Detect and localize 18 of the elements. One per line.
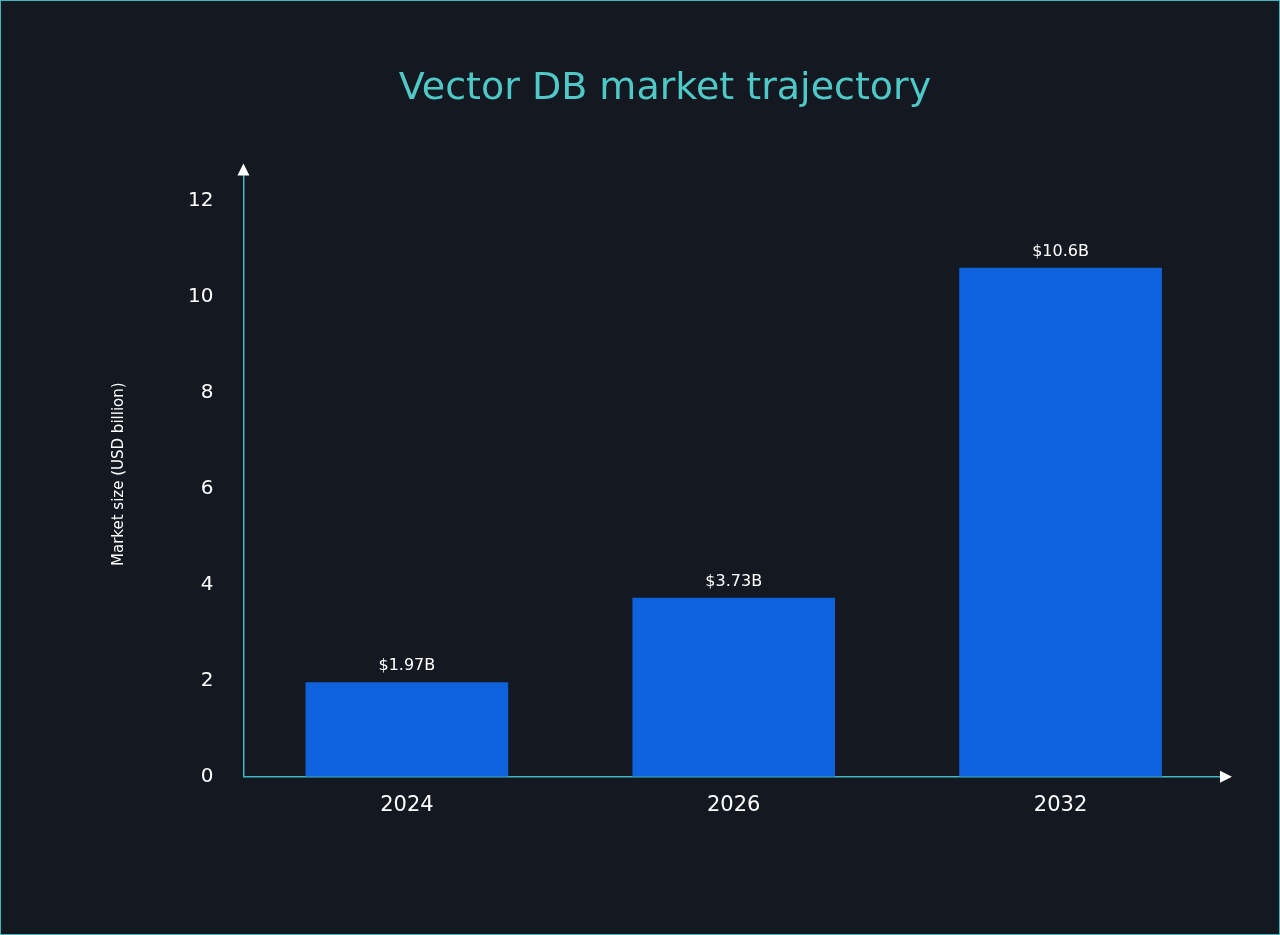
y-tick-label: 8 xyxy=(200,378,214,403)
bar xyxy=(959,267,1162,777)
y-tick-label: 10 xyxy=(188,282,214,307)
y-tick-label: 12 xyxy=(188,186,214,211)
y-tick-label: 4 xyxy=(200,570,214,595)
x-tick-label: 2032 xyxy=(1033,791,1088,816)
data-label: $3.73B xyxy=(705,570,763,590)
bar xyxy=(305,682,509,777)
y-tick-label: 2 xyxy=(200,666,214,691)
data-label: $10.6B xyxy=(1032,240,1089,260)
y-tick-label: 6 xyxy=(200,474,214,499)
x-tick-label: 2024 xyxy=(380,791,434,816)
y-axis-title: Market size (USD billion) xyxy=(108,382,127,566)
y-tick-label: 0 xyxy=(200,763,214,787)
x-tick-label: 2026 xyxy=(707,791,761,816)
data-label: $1.97B xyxy=(378,655,436,675)
chart-title: Vector DB market trajectory xyxy=(398,63,932,108)
bar xyxy=(632,597,836,777)
